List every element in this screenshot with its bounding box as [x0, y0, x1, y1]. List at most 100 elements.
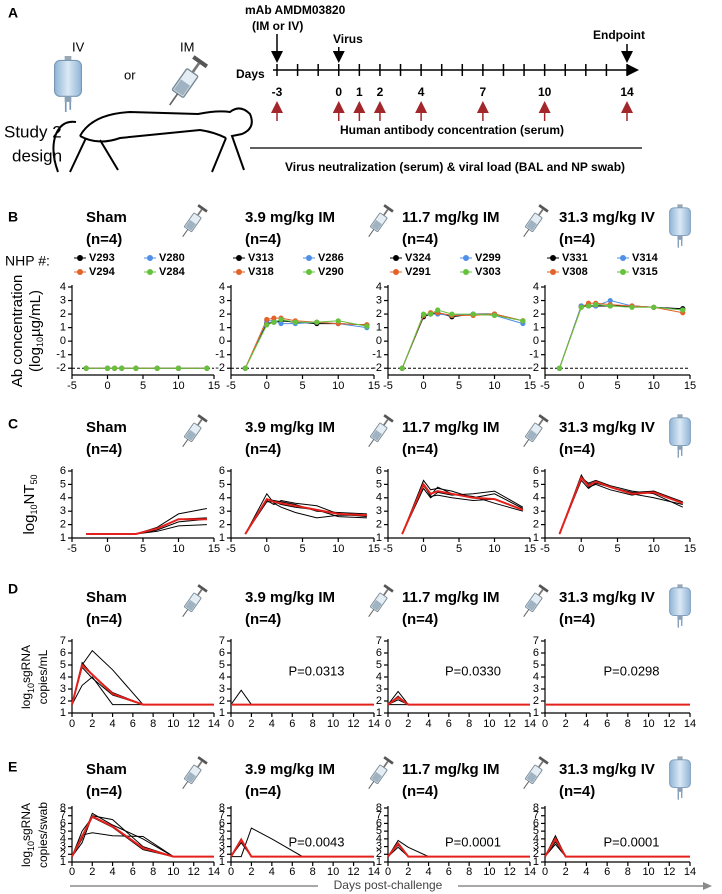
x-tick-label: 5	[614, 543, 620, 555]
route-label: or	[124, 67, 136, 82]
x-tick-label: 5	[456, 543, 462, 555]
y-axis-label: copies/mL	[36, 649, 50, 704]
y-tick-label: -1	[529, 349, 539, 361]
data-point	[607, 303, 613, 309]
x-tick-label: 10	[167, 718, 179, 730]
y-tick-label: 4	[533, 833, 539, 845]
y-tick-label: 2	[376, 848, 382, 860]
y-tick-label: -2	[215, 362, 225, 374]
y-axis-label: Ab concentration	[9, 275, 26, 388]
x-tick-label: -5	[540, 543, 550, 555]
legend-marker	[463, 269, 469, 275]
days-label: Days	[236, 67, 265, 81]
y-tick-label: 6	[533, 817, 539, 829]
y-tick-label: 1	[60, 532, 66, 544]
data-point	[607, 297, 613, 304]
x-tick-label: 8	[466, 866, 472, 878]
x-tick-label: 5	[299, 380, 305, 392]
panel-subtitle: (n=4)	[402, 231, 438, 248]
syringe-icon	[363, 584, 395, 620]
y-tick-label: 6	[533, 465, 539, 477]
legend-marker	[620, 255, 626, 261]
x-tick-label: 10	[332, 543, 344, 555]
series-line	[558, 475, 684, 535]
legend-marker	[77, 269, 83, 275]
panel-title: 31.3 mg/kg IV	[559, 761, 655, 778]
series-line	[559, 299, 683, 369]
y-tick-label: 6	[533, 647, 539, 659]
x-tick-label: 12	[504, 866, 516, 878]
y-tick-label: 5	[533, 659, 539, 671]
data-point	[491, 312, 498, 319]
x-tick-label: 10	[172, 543, 184, 555]
neutralization-label: Virus neutralization (serum) & viral loa…	[285, 160, 625, 174]
y-tick-label: 1	[60, 707, 66, 719]
panel-title: Sham	[86, 209, 127, 226]
y-tick-label: 4	[533, 671, 539, 683]
series-line	[71, 676, 214, 706]
data-point	[556, 365, 563, 371]
y-tick-label: 1	[219, 322, 225, 334]
data-point	[449, 311, 455, 317]
y-tick-label: 4	[376, 492, 382, 504]
panel-title: 11.7 mg/kg IM	[402, 419, 500, 436]
day-label: 1	[356, 85, 363, 99]
data-point	[578, 304, 584, 310]
x-tick-label: -5	[226, 543, 236, 555]
legend-label: V303	[475, 266, 501, 278]
data-point	[112, 365, 118, 371]
x-tick-label: 4	[426, 718, 432, 730]
data-point	[204, 365, 210, 371]
y-tick-label: 2	[60, 308, 66, 320]
panel-subtitle: (n=4)	[402, 611, 438, 628]
x-tick-label: -5	[67, 543, 77, 555]
x-tick-label: 12	[504, 718, 516, 730]
data-point	[314, 319, 320, 325]
label-part: copies/mL	[36, 649, 50, 704]
y-tick-label: 1	[376, 532, 382, 544]
panel-subtitle: (n=4)	[559, 611, 595, 628]
x-tick-label: 8	[150, 866, 156, 878]
data-point	[271, 319, 277, 325]
y-tick-label: 3	[60, 683, 66, 695]
legend-label: V324	[405, 252, 432, 264]
label-part: sgRNA	[19, 803, 33, 841]
series-line	[544, 836, 690, 858]
y-tick-label: 2	[219, 519, 225, 531]
x-tick-label: -5	[540, 380, 550, 392]
subscript: 10	[29, 504, 39, 514]
x-tick-label: 0	[542, 718, 548, 730]
y-tick-label: 2	[533, 308, 539, 320]
data-point	[364, 323, 370, 329]
x-tick-label: 4	[110, 718, 116, 730]
y-tick-label: 2	[60, 848, 66, 860]
y-tick-label: 4	[219, 281, 225, 293]
y-tick-label: 7	[376, 635, 382, 647]
series-line	[71, 832, 214, 858]
legend-marker	[393, 255, 399, 261]
x-tick-label: 0	[542, 866, 548, 878]
label-part: copies/swab	[36, 802, 50, 868]
legend-label: V331	[562, 252, 588, 264]
x-tick-label: 0	[578, 543, 584, 555]
series-line	[244, 497, 367, 535]
panel-title: Sham	[86, 761, 127, 778]
syringe-icon	[177, 204, 209, 240]
data-point	[470, 311, 476, 317]
p-value: P=0.0298	[603, 663, 659, 678]
p-value: P=0.0001	[445, 834, 501, 849]
label-part: sgRNA	[19, 645, 33, 683]
series-line	[401, 487, 524, 535]
x-tick-label: 2	[405, 866, 411, 878]
y-tick-label: 3	[376, 294, 382, 306]
syringe-icon	[363, 204, 395, 240]
legend-label: V299	[475, 252, 501, 264]
day-label: 0	[335, 85, 342, 99]
y-tick-label: 8	[376, 802, 382, 814]
y-tick-label: 7	[60, 635, 66, 647]
x-tick-label: 10	[488, 380, 500, 392]
x-tick-label: 0	[69, 718, 75, 730]
data-point	[264, 322, 270, 328]
study-label: design	[12, 146, 62, 165]
y-tick-label: 7	[219, 810, 225, 822]
